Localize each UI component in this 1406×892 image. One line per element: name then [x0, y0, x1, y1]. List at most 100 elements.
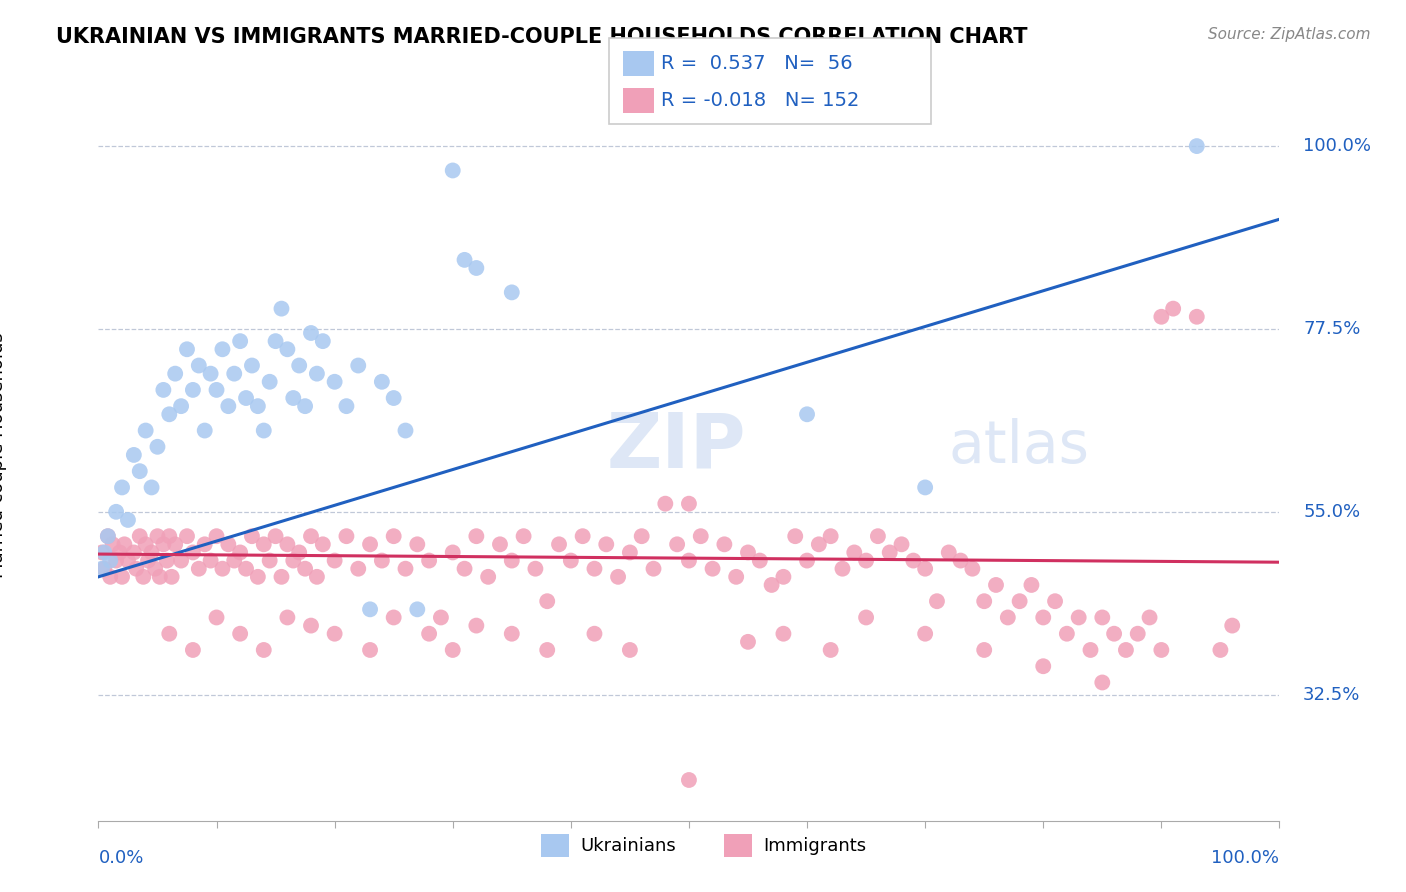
- Point: [359, 602, 381, 616]
- Text: 0.0%: 0.0%: [98, 849, 143, 867]
- Point: [132, 570, 155, 584]
- Point: [430, 610, 453, 624]
- Point: [560, 553, 582, 567]
- Point: [97, 529, 120, 543]
- Point: [128, 464, 150, 478]
- Point: [122, 545, 145, 559]
- Point: [831, 562, 853, 576]
- Point: [200, 553, 222, 567]
- Point: [194, 537, 217, 551]
- Point: [246, 570, 269, 584]
- Point: [229, 545, 252, 559]
- Point: [796, 407, 818, 421]
- Text: 55.0%: 55.0%: [1303, 503, 1360, 521]
- Point: [1185, 310, 1208, 324]
- Point: [501, 626, 523, 640]
- Point: [181, 545, 204, 559]
- Point: [1091, 610, 1114, 624]
- Point: [772, 626, 794, 640]
- Point: [1008, 594, 1031, 608]
- Point: [305, 367, 328, 381]
- Point: [312, 334, 335, 348]
- Point: [288, 545, 311, 559]
- Point: [630, 529, 652, 543]
- Point: [323, 375, 346, 389]
- Point: [737, 545, 759, 559]
- Point: [91, 562, 114, 576]
- Point: [152, 537, 174, 551]
- Point: [382, 610, 405, 624]
- Point: [270, 301, 292, 316]
- Point: [264, 334, 287, 348]
- Point: [820, 643, 842, 657]
- Point: [294, 399, 316, 413]
- Point: [157, 626, 180, 640]
- Point: [187, 562, 209, 576]
- Point: [855, 610, 877, 624]
- Point: [200, 367, 222, 381]
- Text: Source: ZipAtlas.com: Source: ZipAtlas.com: [1208, 27, 1371, 42]
- Point: [962, 562, 984, 576]
- Point: [583, 562, 606, 576]
- Point: [98, 570, 121, 584]
- Point: [187, 359, 209, 373]
- Point: [1067, 610, 1090, 624]
- Point: [536, 594, 558, 608]
- Point: [91, 545, 114, 559]
- Point: [465, 618, 488, 632]
- Point: [1150, 310, 1173, 324]
- Point: [1185, 139, 1208, 153]
- Point: [335, 399, 357, 413]
- Point: [101, 537, 124, 551]
- Point: [259, 553, 281, 567]
- Point: [678, 497, 700, 511]
- Point: [925, 594, 948, 608]
- Point: [1080, 643, 1102, 657]
- Point: [294, 562, 316, 576]
- Point: [441, 643, 464, 657]
- Point: [217, 537, 239, 551]
- Point: [229, 626, 252, 640]
- Point: [1209, 643, 1232, 657]
- Text: Married-couple Households: Married-couple Households: [0, 332, 7, 578]
- Point: [820, 529, 842, 543]
- Point: [146, 529, 169, 543]
- Point: [914, 480, 936, 494]
- Point: [112, 537, 135, 551]
- Point: [1150, 643, 1173, 657]
- Text: 100.0%: 100.0%: [1303, 137, 1371, 155]
- Point: [1115, 643, 1137, 657]
- Point: [283, 553, 305, 567]
- Point: [288, 359, 311, 373]
- Point: [796, 553, 818, 567]
- Point: [371, 375, 394, 389]
- Point: [157, 529, 180, 543]
- Text: Immigrants: Immigrants: [763, 837, 866, 855]
- Point: [246, 399, 269, 413]
- Point: [477, 570, 499, 584]
- Point: [141, 480, 163, 494]
- Point: [689, 529, 711, 543]
- Point: [844, 545, 866, 559]
- Point: [453, 562, 475, 576]
- Point: [165, 537, 187, 551]
- Point: [98, 553, 121, 567]
- Point: [643, 562, 665, 576]
- Point: [235, 391, 257, 405]
- Point: [997, 610, 1019, 624]
- Point: [678, 772, 700, 787]
- Point: [1056, 626, 1078, 640]
- Point: [335, 529, 357, 543]
- Point: [371, 553, 394, 567]
- Point: [160, 570, 183, 584]
- Point: [619, 545, 641, 559]
- Point: [725, 570, 748, 584]
- Point: [453, 252, 475, 267]
- Point: [418, 626, 440, 640]
- Text: R =  0.537   N=  56: R = 0.537 N= 56: [661, 54, 852, 73]
- Point: [394, 424, 416, 438]
- Point: [548, 537, 571, 551]
- Point: [501, 285, 523, 300]
- Point: [973, 594, 995, 608]
- Point: [108, 545, 131, 559]
